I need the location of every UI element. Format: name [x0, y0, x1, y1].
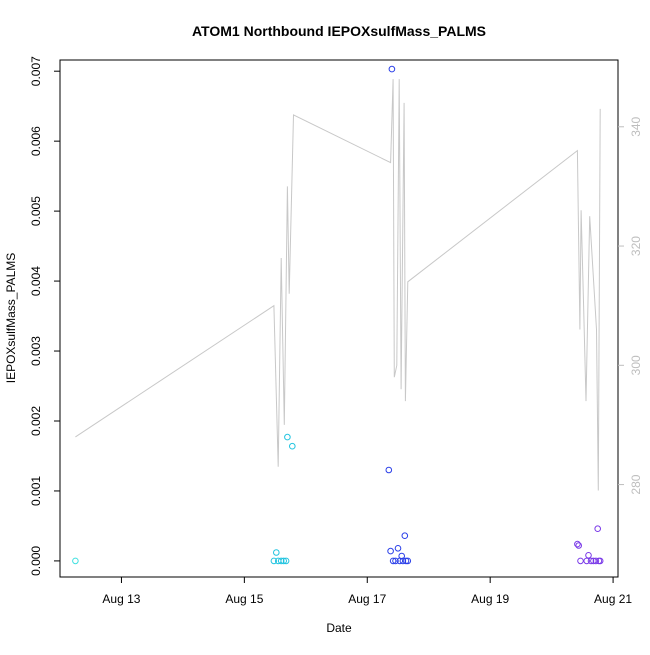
data-point — [401, 532, 409, 540]
plot-area-frame — [59, 59, 619, 578]
data-point — [402, 557, 410, 565]
y-axis: 0.000 0.001 0.002 0.003 0.004 0.005 0.006 0.007 — [29, 56, 60, 576]
data-point — [394, 545, 402, 552]
point-series — [72, 65, 604, 565]
x-tick-label: Aug 17 — [348, 592, 386, 606]
data-point — [284, 433, 291, 441]
secondary-series-line — [75, 79, 601, 491]
y2-tick-label: 300 — [629, 355, 643, 375]
data-point — [387, 547, 394, 555]
y-tick-label: 0.002 — [29, 406, 43, 436]
data-point — [280, 557, 288, 565]
y-tick-label: 0.000 — [29, 546, 43, 576]
y-tick-label: 0.005 — [29, 196, 43, 226]
data-point — [385, 466, 393, 474]
data-point — [389, 557, 397, 565]
data-point — [594, 525, 602, 533]
data-point — [575, 542, 583, 549]
data-point — [585, 552, 592, 559]
data-point — [289, 442, 296, 450]
data-point — [270, 557, 278, 565]
data-point — [404, 557, 412, 565]
data-point — [277, 557, 285, 565]
chart-title: ATOM1 Northbound IEPOXsulfMass_PALMS — [192, 23, 486, 39]
data-point — [592, 557, 600, 565]
data-point — [399, 557, 407, 565]
y-tick-label: 0.006 — [29, 126, 43, 156]
data-point — [388, 65, 396, 73]
x-tick-label: Aug 19 — [471, 592, 509, 606]
line-series — [75, 79, 601, 491]
y-tick-label: 0.001 — [29, 476, 43, 506]
y-tick-label: 0.003 — [29, 336, 43, 366]
data-point — [583, 557, 591, 565]
data-point — [577, 557, 584, 565]
x-axis-label: Date — [326, 621, 352, 635]
x-tick-label: Aug 13 — [102, 592, 140, 606]
data-point — [587, 557, 595, 565]
y-tick-label: 0.007 — [29, 56, 43, 86]
secondary-y-axis: 280 300 320 340 — [618, 116, 643, 495]
data-point — [574, 540, 581, 548]
y-axis-label: IEPOXsulfMass_PALMS — [4, 253, 18, 384]
x-axis: Aug 13 Aug 15 Aug 17 Aug 19 Aug 21 — [102, 577, 632, 606]
x-tick-label: Aug 15 — [225, 592, 263, 606]
y2-tick-label: 280 — [629, 474, 643, 494]
data-point — [596, 557, 604, 565]
y2-tick-label: 320 — [629, 236, 643, 256]
data-point — [392, 557, 399, 565]
data-point — [273, 549, 280, 556]
data-point — [282, 557, 290, 565]
y2-tick-label: 340 — [629, 116, 643, 136]
data-point — [72, 557, 79, 565]
y-tick-label: 0.004 — [29, 266, 43, 296]
x-tick-label: Aug 21 — [594, 592, 632, 606]
